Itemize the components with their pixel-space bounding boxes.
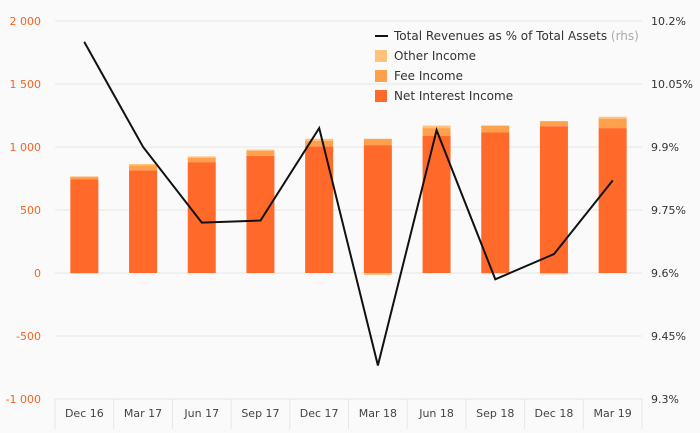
right-tick-label-5: 10.05% xyxy=(651,78,693,91)
line-point-3 xyxy=(259,220,261,221)
line-point-6 xyxy=(436,129,438,131)
bar-net-interest-income-5 xyxy=(363,145,392,273)
bar-fee-income-8 xyxy=(539,121,568,127)
bar-net-interest-income-7 xyxy=(481,132,510,273)
left-tick-label-4: 1 000 xyxy=(10,141,42,154)
bar-other-income-0 xyxy=(70,273,99,274)
right-axis: 9.3% 9.45% 9.6% 9.75% 9.9% 10.05% 10.2% xyxy=(651,15,693,406)
x-tick-label-2: Jun 17 xyxy=(183,407,219,420)
x-tick-label-3: Sep 17 xyxy=(241,407,279,420)
bar-net-interest-income-2 xyxy=(187,162,216,273)
right-tick-label-2: 9.6% xyxy=(651,267,679,280)
bar-other-income-4 xyxy=(305,138,334,141)
left-tick-label-5: 1 500 xyxy=(10,78,42,91)
legend-swatch-1 xyxy=(375,70,387,82)
bar-other-income-8 xyxy=(539,273,568,275)
legend-label-0: Other Income xyxy=(394,49,476,63)
line-point-7 xyxy=(494,278,496,280)
x-tick-label-9: Mar 19 xyxy=(594,407,632,420)
right-tick-label-3: 9.75% xyxy=(651,204,686,217)
bar-other-income-6 xyxy=(422,125,451,129)
bar-fee-income-7 xyxy=(481,125,510,133)
line-path xyxy=(83,41,614,366)
x-tick-label-7: Sep 18 xyxy=(476,407,514,420)
legend-label-2: Net Interest Income xyxy=(394,89,513,103)
legend-label-rhs: (rhs) xyxy=(611,29,639,43)
revenue-ratio-line xyxy=(83,41,614,366)
legend-label-line: Total Revenues as % of Total Assets (rhs… xyxy=(393,29,639,43)
bar-net-interest-income-9 xyxy=(598,128,627,273)
legend: Total Revenues as % of Total Assets (rhs… xyxy=(375,29,639,103)
line-point-8 xyxy=(553,253,555,255)
bars xyxy=(70,116,627,275)
bar-fee-income-4 xyxy=(305,140,334,147)
bar-fee-income-2 xyxy=(187,157,216,163)
bar-fee-income-1 xyxy=(129,165,158,171)
bar-net-interest-income-6 xyxy=(422,135,451,273)
right-tick-label-0: 9.3% xyxy=(651,393,679,406)
x-axis: Dec 16 Mar 17 Jun 17 Sep 17 Dec 17 Mar 18 Jun … xyxy=(65,407,632,420)
x-tick-label-6: Jun 18 xyxy=(418,407,454,420)
bar-other-income-3 xyxy=(246,149,275,151)
line-point-9 xyxy=(612,180,614,182)
x-tick-label-8: Dec 18 xyxy=(535,407,574,420)
x-tick-label-4: Dec 17 xyxy=(300,407,339,420)
right-tick-label-1: 9.45% xyxy=(651,330,686,343)
legend-swatch-2 xyxy=(375,90,387,102)
left-tick-label-1: -500 xyxy=(16,330,41,343)
bar-net-interest-income-0 xyxy=(70,179,99,273)
bar-other-income-9 xyxy=(598,116,627,119)
left-tick-label-2: 0 xyxy=(34,267,41,280)
right-tick-label-4: 9.9% xyxy=(651,141,679,154)
bar-net-interest-income-3 xyxy=(246,155,275,273)
bar-fee-income-0 xyxy=(70,176,99,180)
bar-other-income-2 xyxy=(187,156,216,158)
x-tick-label-5: Mar 18 xyxy=(359,407,397,420)
left-tick-label-6: 2 000 xyxy=(10,15,42,28)
line-point-5 xyxy=(377,364,379,366)
line-point-0 xyxy=(83,41,85,43)
left-tick-label-0: -1 000 xyxy=(6,393,41,406)
line-point-4 xyxy=(318,127,320,129)
left-tick-label-3: 500 xyxy=(20,204,41,217)
bar-other-income-7 xyxy=(481,273,510,274)
x-tick-label-1: Mar 17 xyxy=(124,407,162,420)
bar-fee-income-3 xyxy=(246,150,275,156)
right-tick-label-6: 10.2% xyxy=(651,15,686,28)
bar-fee-income-9 xyxy=(598,118,627,129)
bar-net-interest-income-1 xyxy=(129,170,158,273)
x-tick-label-0: Dec 16 xyxy=(65,407,104,420)
line-point-2 xyxy=(201,222,203,224)
bar-net-interest-income-8 xyxy=(539,126,568,274)
bar-other-income-5 xyxy=(363,273,392,275)
bar-other-income-1 xyxy=(129,164,158,166)
legend-label-1: Fee Income xyxy=(394,69,463,83)
left-axis: -1 000 -500 0 500 1 000 1 500 2 000 xyxy=(6,15,41,406)
line-point-1 xyxy=(142,146,144,148)
legend-swatch-0 xyxy=(375,50,387,62)
bar-fee-income-5 xyxy=(363,138,392,146)
